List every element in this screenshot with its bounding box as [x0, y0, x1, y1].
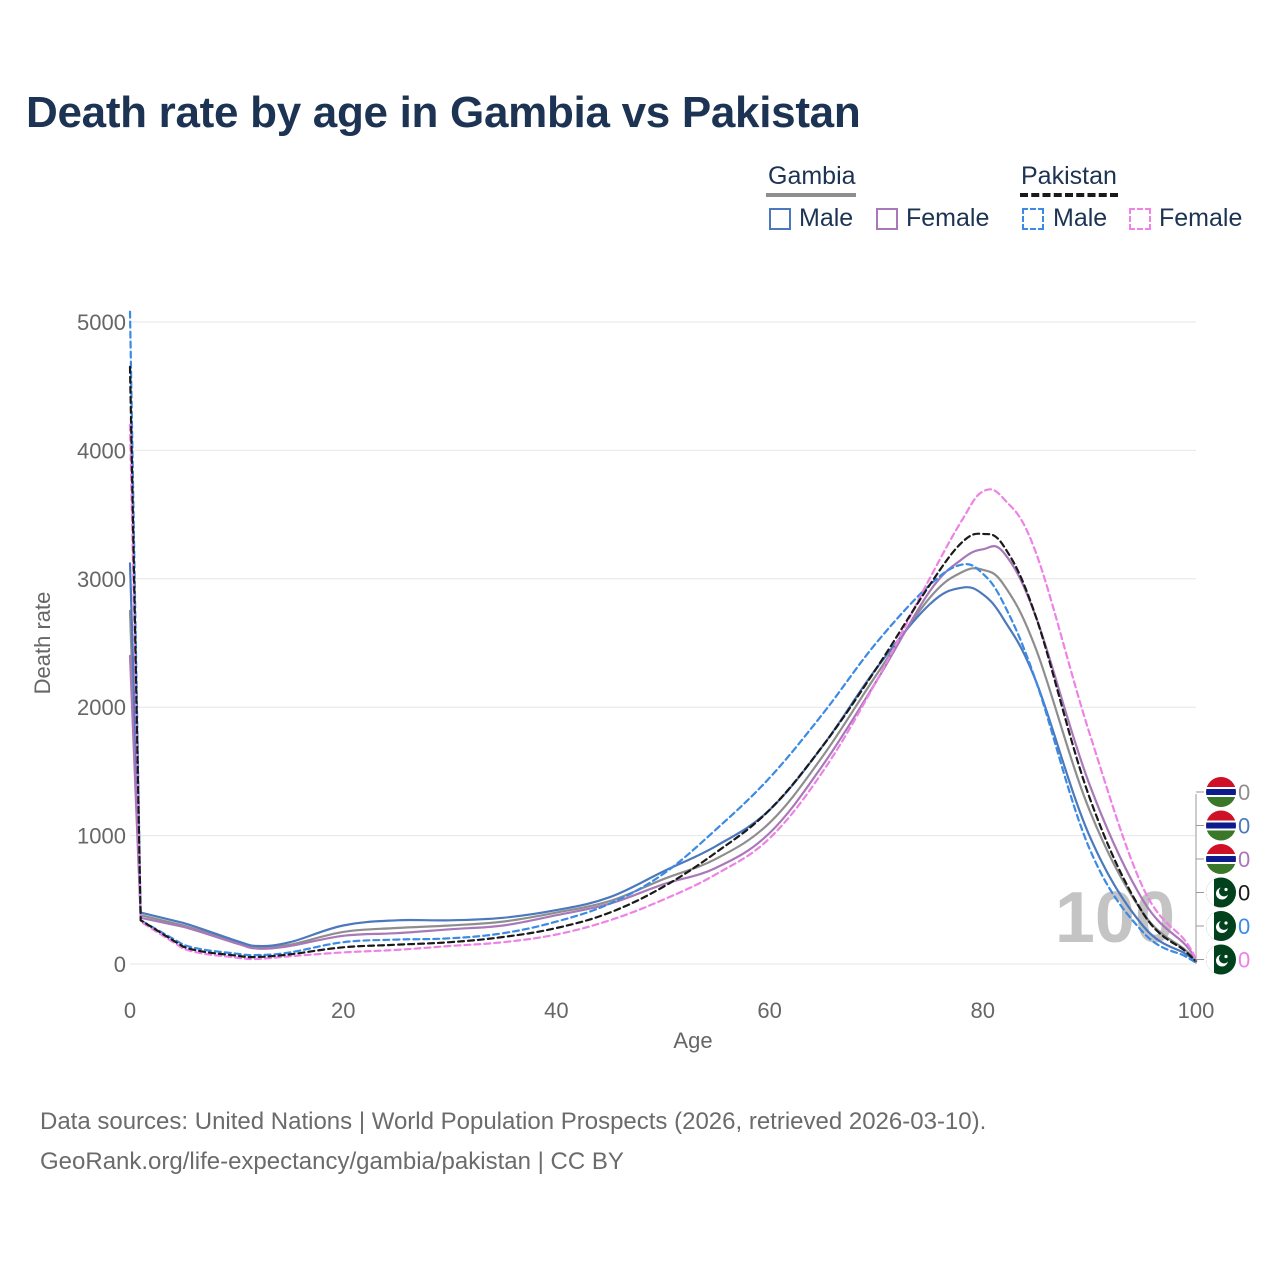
x-tick-label: 80 [971, 998, 995, 1023]
series-lines [128, 310, 1198, 964]
legend-pakistan-female-label[interactable]: Female [1159, 204, 1243, 232]
legend-gambia-female-label[interactable]: Female [906, 204, 990, 232]
x-tick-label: 60 [757, 998, 781, 1023]
y-tick-label: 2000 [77, 695, 126, 720]
y-tick-label: 3000 [77, 567, 126, 592]
legend-gambia-male-label[interactable]: Male [799, 204, 854, 232]
gambia-flag-icon [1206, 810, 1236, 841]
source-note: Data sources: United Nations | World Pop… [40, 1108, 987, 1135]
flag-band-white [1206, 820, 1236, 823]
y-tick-label: 5000 [77, 310, 126, 335]
x-tick-label: 100 [1178, 998, 1215, 1023]
flag-band-blue [1206, 789, 1236, 795]
legend-gambia-male-swatch[interactable] [769, 208, 791, 230]
gambia-flag-icon [1206, 777, 1236, 807]
end-value-label: 0 [1238, 881, 1250, 906]
flag-band-blue [1206, 856, 1236, 862]
legend-gambia-title: Gambia [768, 162, 856, 190]
flag-band-white [1206, 862, 1236, 864]
legend-pakistan-title: Pakistan [1021, 162, 1117, 190]
axes: 0 1000 2000 3000 4000 5000 0 20 40 60 80 100 Age Deat… [30, 310, 1214, 1053]
flag-stripe-white [1206, 877, 1214, 908]
flag-band-white [1206, 795, 1236, 797]
flag-band-red [1206, 844, 1236, 854]
series-line-gambia-both [128, 567, 1198, 962]
legend-pakistan-line [1020, 193, 1118, 197]
legend-pakistan-female-swatch[interactable] [1129, 208, 1151, 230]
star [1224, 887, 1228, 892]
flag-band-red [1206, 810, 1236, 821]
y-tick-label: 4000 [77, 438, 126, 463]
x-tick-label: 20 [331, 998, 355, 1023]
flag-stripe-white [1206, 944, 1214, 975]
crescent-inner [1219, 953, 1229, 964]
crescent-inner [1219, 920, 1229, 930]
flag-band-white [1206, 828, 1236, 831]
source-link[interactable]: GeoRank.org/life-expectancy/gambia/pakis… [40, 1148, 624, 1175]
series-line-pakistan-both [128, 365, 1198, 963]
end-value-label: 0 [1238, 814, 1250, 839]
star [1224, 954, 1228, 959]
pakistan-flag-icon [1206, 877, 1236, 908]
flag-band-blue [1206, 822, 1236, 829]
series-line-gambia-male [128, 562, 1198, 963]
crescent-inner [1219, 886, 1229, 897]
end-value-label: 0 [1238, 948, 1250, 973]
star [1224, 921, 1228, 925]
flag-band-red [1206, 777, 1236, 787]
y-tick-label: 1000 [77, 824, 126, 849]
legend-gambia-line [766, 193, 856, 197]
flag-band-green [1206, 864, 1236, 874]
legend-gambia-female-swatch[interactable] [876, 208, 898, 230]
pakistan-flag-icon [1206, 944, 1236, 975]
x-axis-title: Age [673, 1028, 712, 1053]
x-tick-label: 40 [544, 998, 568, 1023]
gambia-flag-icon [1206, 844, 1236, 874]
x-tick-label: 0 [124, 998, 136, 1023]
end-value-label: 0 [1238, 914, 1250, 939]
flag-band-green [1206, 797, 1236, 807]
grid-lines [130, 321, 1196, 965]
end-value-label: 0 [1238, 847, 1250, 872]
legend-pakistan-male-label[interactable]: Male [1053, 204, 1108, 232]
flag-band-white [1206, 787, 1236, 789]
flag-band-green [1206, 830, 1236, 841]
series-line-gambia-female [128, 545, 1198, 962]
y-axis-title: Death rate [30, 592, 55, 695]
pakistan-flag-icon [1206, 911, 1236, 941]
flag-band-white [1206, 854, 1236, 856]
legend-pakistan-male-swatch[interactable] [1022, 208, 1044, 230]
flag-stripe-white [1206, 911, 1214, 941]
end-value-label: 0 [1238, 780, 1250, 805]
series-line-pakistan-male [128, 310, 1198, 964]
chart-title: Death rate by age in Gambia vs Pakistan [26, 88, 861, 137]
y-tick-label: 0 [114, 952, 126, 977]
series-line-pakistan-female [128, 423, 1198, 962]
end-labels: 0 0 0 0 0 0 [1195, 777, 1250, 975]
